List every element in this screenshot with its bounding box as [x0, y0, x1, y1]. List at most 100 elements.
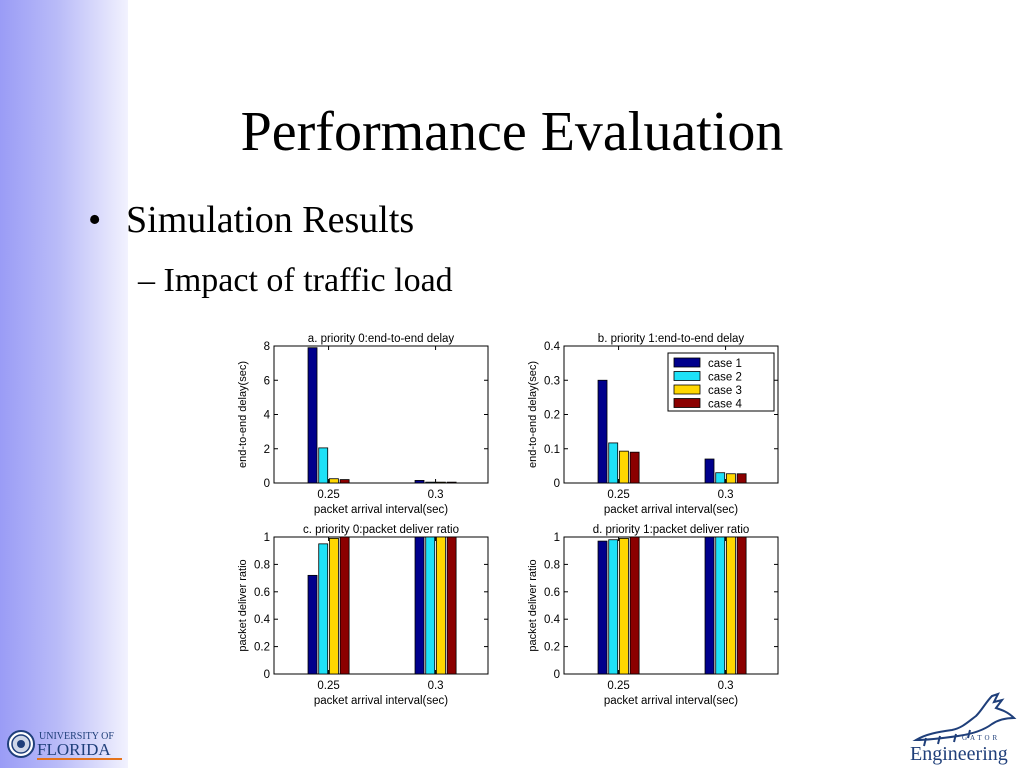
- bullet-text: Simulation Results: [126, 199, 415, 241]
- plot-frame: [273, 536, 489, 675]
- x-tick-label: 0.25: [607, 489, 629, 501]
- y-tick-label: 1: [264, 532, 270, 544]
- y-tick-label: 0.6: [254, 587, 270, 599]
- uf-logo: UNIVERSITY OF FLORIDA: [6, 726, 126, 766]
- chart-d-svg: d. priority 1:packet deliver ratio 0 0.2 0.…: [527, 524, 779, 707]
- y-tick-label: 2: [264, 444, 270, 456]
- chart-b-svg: b. priority 1:end-to-end delay 0 0.1 0.2 0.3…: [527, 333, 779, 516]
- legend-swatch: [673, 384, 701, 395]
- slide-title: Performance Evaluation: [240, 101, 784, 163]
- bar-case-2-0.25: [318, 543, 329, 675]
- bar-case-4-0.3: [446, 536, 457, 675]
- chart-c: c. priority 0:packet deliver ratio 0 0.2 0.…: [222, 517, 494, 707]
- bar-case-4-0.25: [339, 536, 350, 675]
- y-tick-label: 8: [264, 341, 270, 353]
- y-axis-label: packet deliver ratio: [527, 559, 539, 651]
- bar-case-1-0.3: [704, 536, 715, 675]
- chart-a: a. priority 0:end-to-end delay 0 2 4 6 8 0.25 0…: [222, 326, 494, 516]
- bar-case-2-0.3: [715, 472, 726, 484]
- bar-case-4-0.25: [339, 479, 350, 484]
- y-tick-label: 0.1: [544, 444, 560, 456]
- y-tick-label: 0: [264, 478, 270, 490]
- chart-a-svg: a. priority 0:end-to-end delay 0 2 4 6 8 0.25 0…: [237, 333, 489, 516]
- bar-case-1-0.3: [704, 458, 715, 484]
- bar-case-1-0.25: [597, 540, 608, 675]
- y-tick-label: 0: [264, 669, 270, 681]
- gator-icon: [912, 692, 1017, 742]
- bar-case-3-0.25: [619, 450, 629, 484]
- x-tick-label: 0.3: [428, 680, 444, 692]
- y-tick-label: 0.4: [254, 614, 271, 626]
- y-tick-label: 0.8: [254, 559, 270, 571]
- x-axis-label: packet arrival interval(sec): [314, 695, 448, 707]
- x-axis-label: packet arrival interval(sec): [604, 504, 738, 516]
- bar-case-4-0.3: [736, 536, 747, 675]
- y-tick-label: 0.4: [544, 341, 561, 353]
- x-tick-label: 0.3: [718, 680, 734, 692]
- x-tick-label: 0.25: [607, 680, 629, 692]
- y-tick-label: 0: [554, 478, 560, 490]
- chart-title: a. priority 0:end-to-end delay: [308, 333, 455, 345]
- y-axis-label: end-to-end delay(sec): [237, 361, 249, 468]
- legend-swatch: [673, 371, 701, 381]
- legend-label: case 1: [708, 358, 742, 370]
- x-tick-label: 0.3: [718, 489, 734, 501]
- chart-title: d. priority 1:packet deliver ratio: [593, 524, 750, 536]
- bar-case-2-0.25: [608, 442, 619, 484]
- x-axis-label: packet arrival interval(sec): [314, 504, 448, 516]
- bar-case-1-0.25: [307, 347, 318, 484]
- sidebar-gradient: [0, 0, 128, 768]
- chart-title: b. priority 1:end-to-end delay: [598, 333, 745, 345]
- engineering-text: Engineering: [910, 743, 1008, 765]
- y-tick-label: 0.8: [544, 559, 560, 571]
- y-tick-label: 0: [554, 669, 560, 681]
- bar-case-4-0.3: [736, 473, 747, 484]
- bar-case-3-0.3: [726, 536, 736, 675]
- y-axis-label: packet deliver ratio: [237, 559, 249, 651]
- y-tick-label: 0.2: [254, 642, 270, 654]
- legend-label: case 2: [708, 372, 742, 384]
- uf-logo-line1: UNIVERSITY OF: [39, 731, 114, 742]
- bar-case-2-0.3: [715, 536, 726, 675]
- bar-case-4-0.25: [629, 451, 640, 484]
- y-tick-label: 0.6: [544, 587, 560, 599]
- y-tick-label: 0.3: [544, 375, 560, 387]
- y-tick-label: 0.4: [544, 614, 561, 626]
- bar-case-3-0.3: [436, 536, 446, 675]
- uf-logo-line2: FLORIDA: [37, 740, 111, 759]
- bar-case-4-0.25: [629, 536, 640, 675]
- legend-swatch: [673, 357, 701, 368]
- x-tick-label: 0.3: [428, 489, 444, 501]
- y-tick-label: 6: [264, 375, 270, 387]
- chart-title: c. priority 0:packet deliver ratio: [303, 524, 459, 536]
- gator-engineering-logo: GATOR Engineering: [906, 688, 1022, 766]
- bar-case-2-0.3: [425, 536, 436, 675]
- bar-case-2-0.25: [318, 447, 329, 484]
- y-tick-label: 0.2: [544, 642, 560, 654]
- bar-case-4-0.3: [446, 481, 457, 484]
- x-tick-label: 0.25: [317, 680, 339, 692]
- x-tick-label: 0.25: [317, 489, 339, 501]
- plot-frame: [563, 536, 779, 675]
- gator-text: GATOR: [962, 734, 1000, 742]
- y-tick-label: 4: [264, 410, 271, 422]
- bar-case-3-0.3: [436, 481, 446, 484]
- x-axis-label: packet arrival interval(sec): [604, 695, 738, 707]
- bar-case-3-0.3: [726, 473, 736, 484]
- bar-case-1-0.3: [414, 480, 425, 484]
- bar-case-2-0.25: [608, 539, 619, 675]
- bullet-dot: •: [88, 199, 102, 241]
- bar-case-1-0.25: [307, 574, 318, 675]
- legend-label: case 4: [708, 399, 742, 411]
- bar-case-2-0.3: [425, 481, 436, 484]
- subbullet-text: – Impact of traffic load: [138, 262, 453, 299]
- plot-frame: [273, 345, 489, 484]
- chart-b: b. priority 1:end-to-end delay 0 0.1 0.2 0.3…: [512, 326, 784, 516]
- y-tick-label: 0.2: [544, 410, 560, 422]
- legend-label: case 3: [708, 385, 742, 397]
- y-axis-label: end-to-end delay(sec): [527, 361, 539, 468]
- y-tick-label: 1: [554, 532, 560, 544]
- bar-case-1-0.3: [414, 536, 425, 675]
- legend-swatch: [673, 398, 701, 408]
- bar-case-3-0.25: [329, 537, 339, 675]
